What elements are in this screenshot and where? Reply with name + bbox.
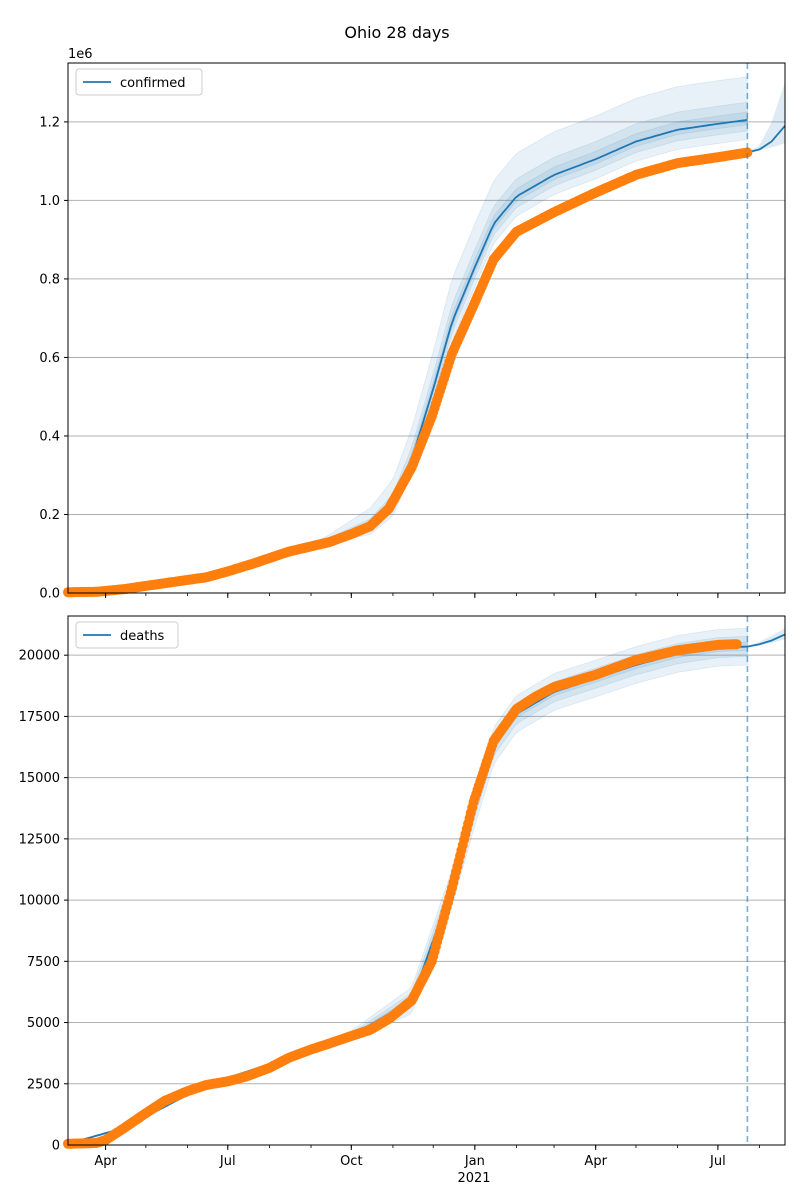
y-tick-label: 10000 (19, 894, 60, 909)
legend-box (75, 68, 203, 96)
confidence-band-ci80 (67, 635, 748, 1145)
confirmed-panel: 0.0 0.2 0.4 0.6 0.8 1.0 1.2 confirmed (39, 62, 786, 602)
y-tick-label: 2500 (27, 1077, 60, 1092)
legend-label: deaths (120, 629, 165, 644)
y-tick-label: 20000 (19, 649, 60, 664)
y-tick-label: 1.2 (39, 115, 60, 130)
y-tick-label: 1.0 (39, 194, 60, 209)
forecast-line (747, 125, 786, 154)
y-tick-label: 0.2 (39, 508, 60, 523)
plot-frame (67, 62, 786, 594)
x-year-label: 2021 (457, 1171, 490, 1186)
observed-point (742, 147, 753, 158)
confidence-band-ci95 (67, 76, 748, 594)
y-tick-label: 0.0 (39, 587, 60, 602)
y-tick-label: 5000 (27, 1016, 60, 1031)
y-tick-label: 7500 (27, 955, 60, 970)
legend: confirmed (75, 68, 203, 96)
legend-box (75, 621, 179, 649)
y-exponent-label: 1e6 (68, 47, 93, 62)
model-line (67, 645, 748, 1145)
figure-title: Ohio 28 days (344, 23, 449, 42)
model-line (67, 119, 748, 594)
x-tick-label: Apr (584, 1154, 607, 1169)
observed-series (63, 639, 742, 1149)
y-tick-label: 0 (52, 1139, 60, 1154)
plot-frame (67, 615, 786, 1146)
confidence-band-ci50 (67, 641, 748, 1145)
x-tick-label: Apr (94, 1154, 117, 1169)
observed-series (63, 147, 753, 598)
y-tick-label: 0.4 (39, 429, 60, 444)
x-tick-label: Jul (219, 1154, 236, 1169)
y-tick-label: 0.6 (39, 351, 60, 366)
y-tick-label: 17500 (19, 710, 60, 725)
y-tick-label: 12500 (19, 832, 60, 847)
observed-point (731, 639, 742, 650)
x-tick-label: Jul (709, 1154, 726, 1169)
forecast-band (747, 82, 785, 153)
forecast-line (747, 633, 786, 648)
confidence-band-ci50 (67, 111, 748, 593)
deaths-panel: 0 2500 5000 7500 10000 12500 15000 17500 20000 Ap… (19, 615, 786, 1169)
y-tick-label: 0.8 (39, 272, 60, 287)
legend-label: confirmed (120, 76, 186, 91)
legend: deaths (75, 621, 179, 649)
x-tick-label: Jan (464, 1154, 485, 1169)
y-tick-label: 15000 (19, 771, 60, 786)
confidence-band-ci95 (67, 627, 748, 1146)
x-tick-label: Oct (340, 1154, 362, 1169)
